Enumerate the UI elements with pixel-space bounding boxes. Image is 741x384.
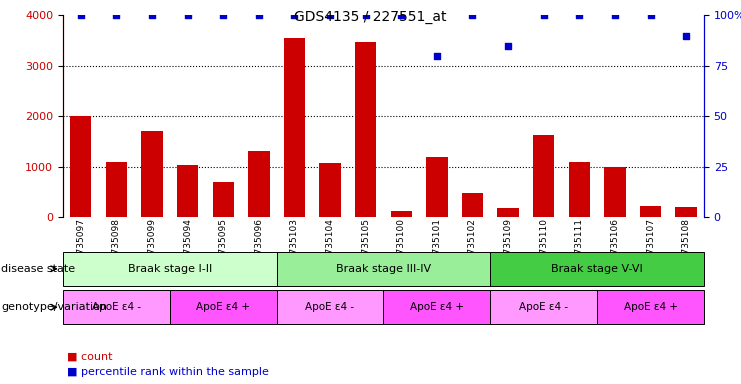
Text: Braak stage I-II: Braak stage I-II [127, 264, 212, 274]
Point [538, 12, 550, 18]
Bar [63, 252, 276, 286]
Bar [63, 290, 170, 324]
Bar [384, 290, 491, 324]
Bar [355, 41, 376, 217]
Bar [604, 167, 625, 217]
Bar [426, 157, 448, 217]
Bar [491, 290, 597, 324]
Text: ■ count: ■ count [67, 351, 112, 361]
Text: ApoE ε4 -: ApoE ε4 - [519, 302, 568, 312]
Bar [177, 165, 199, 217]
Bar [276, 290, 384, 324]
Point [253, 12, 265, 18]
Bar [70, 116, 91, 217]
Point [146, 12, 158, 18]
Point [574, 12, 585, 18]
Point [467, 12, 479, 18]
Bar [319, 162, 341, 217]
Text: ApoE ε4 +: ApoE ε4 + [410, 302, 464, 312]
Bar [533, 135, 554, 217]
Point [75, 12, 87, 18]
Point [288, 12, 300, 18]
Text: ApoE ε4 -: ApoE ε4 - [305, 302, 355, 312]
Text: Braak stage III-IV: Braak stage III-IV [336, 264, 431, 274]
Point [680, 33, 692, 39]
Point [182, 12, 193, 18]
Bar [497, 208, 519, 217]
Bar [391, 211, 412, 217]
Bar [248, 151, 270, 217]
Point [324, 12, 336, 18]
Bar [106, 162, 127, 217]
Bar [491, 252, 704, 286]
Point [396, 12, 408, 18]
Bar [170, 290, 276, 324]
Text: Braak stage V-VI: Braak stage V-VI [551, 264, 643, 274]
Text: ApoE ε4 +: ApoE ε4 + [196, 302, 250, 312]
Bar [142, 131, 163, 217]
Bar [276, 252, 491, 286]
Bar [639, 206, 661, 217]
Point [502, 43, 514, 49]
Bar [462, 193, 483, 217]
Text: ApoE ε4 +: ApoE ε4 + [623, 302, 677, 312]
Point [359, 12, 371, 18]
Text: GDS4135 / 227551_at: GDS4135 / 227551_at [294, 10, 447, 23]
Bar [568, 162, 590, 217]
Point [110, 12, 122, 18]
Bar [284, 38, 305, 217]
Bar [597, 290, 704, 324]
Point [645, 12, 657, 18]
Point [431, 53, 443, 59]
Text: genotype/variation: genotype/variation [1, 302, 107, 312]
Text: ■ percentile rank within the sample: ■ percentile rank within the sample [67, 367, 268, 377]
Point [217, 12, 229, 18]
Bar [213, 182, 234, 217]
Point [609, 12, 621, 18]
Text: disease state: disease state [1, 264, 76, 274]
Text: ApoE ε4 -: ApoE ε4 - [92, 302, 141, 312]
Bar [676, 207, 697, 217]
